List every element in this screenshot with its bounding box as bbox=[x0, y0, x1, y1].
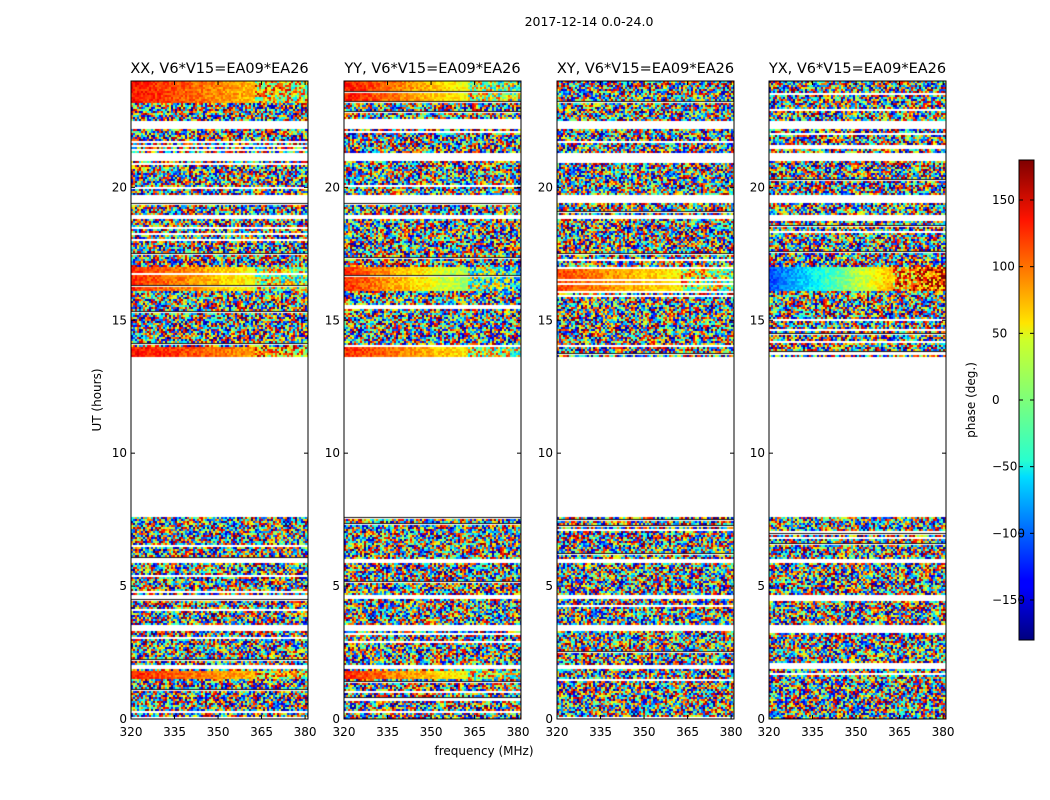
x-tick-label: 365 bbox=[463, 725, 486, 739]
x-tick-label: 365 bbox=[676, 725, 699, 739]
y-tick-label: 5 bbox=[545, 579, 553, 593]
y-tick-label: 15 bbox=[325, 313, 340, 327]
y-tick-label: 5 bbox=[757, 579, 765, 593]
y-tick-label: 20 bbox=[112, 180, 127, 194]
panel-title: YY, V6*V15=EA09*EA26 bbox=[343, 61, 520, 77]
x-tick-label: 320 bbox=[758, 725, 781, 739]
y-tick-label: 20 bbox=[750, 180, 765, 194]
figure-title: 2017-12-14 0.0-24.0 bbox=[525, 14, 654, 29]
y-axis-label: UT (hours) bbox=[90, 368, 104, 431]
panel-frame bbox=[556, 80, 735, 720]
panel-yy: YY, V6*V15=EA09*EA26 320 335 350 365 380 0 5 10 1… bbox=[325, 61, 530, 739]
x-tick-label: 350 bbox=[420, 725, 443, 739]
panel-frame bbox=[768, 80, 947, 720]
panel-title: XY, V6*V15=EA09*EA26 bbox=[557, 61, 734, 77]
y-tick-label: 0 bbox=[545, 712, 553, 726]
x-tick-label: 320 bbox=[120, 725, 143, 739]
y-tick-label: 15 bbox=[538, 313, 553, 327]
y-tick-label: 20 bbox=[538, 180, 553, 194]
heatmap bbox=[344, 81, 521, 719]
panel-title: XX, V6*V15=EA09*EA26 bbox=[130, 61, 308, 77]
colorbar-tick-label: −50 bbox=[992, 460, 1017, 474]
x-tick-label: 380 bbox=[294, 725, 317, 739]
colorbar-label: phase (deg.) bbox=[964, 362, 978, 438]
x-tick-label: 335 bbox=[376, 725, 399, 739]
y-tick-label: 10 bbox=[325, 446, 340, 460]
colorbar-tick-label: 100 bbox=[992, 260, 1015, 274]
x-tick-label: 320 bbox=[333, 725, 356, 739]
panels: XX, V6*V15=EA09*EA26 320 335 350 365 380 0 5 10 1… bbox=[112, 61, 955, 739]
heatmap bbox=[557, 81, 734, 719]
x-tick-label: 335 bbox=[163, 725, 186, 739]
panel-xx: XX, V6*V15=EA09*EA26 320 335 350 365 380 0 5 10 1… bbox=[112, 61, 317, 739]
y-tick-label: 5 bbox=[119, 579, 127, 593]
panel-yx: YX, V6*V15=EA09*EA26 320 335 350 365 380 0 5 10 1… bbox=[750, 61, 955, 739]
y-tick-label: 10 bbox=[538, 446, 553, 460]
heatmap bbox=[131, 81, 308, 719]
colorbar-tick-label: −100 bbox=[992, 526, 1025, 540]
y-tick-label: 5 bbox=[332, 579, 340, 593]
panel-frame bbox=[130, 80, 309, 720]
x-tick-label: 320 bbox=[546, 725, 569, 739]
x-tick-label: 365 bbox=[250, 725, 273, 739]
x-tick-label: 380 bbox=[932, 725, 955, 739]
heatmap bbox=[769, 81, 946, 719]
colorbar-tick-label: −150 bbox=[992, 593, 1025, 607]
panel-frame bbox=[343, 80, 522, 720]
y-tick-label: 15 bbox=[112, 313, 127, 327]
y-tick-label: 10 bbox=[750, 446, 765, 460]
y-tick-label: 10 bbox=[112, 446, 127, 460]
x-tick-label: 335 bbox=[801, 725, 824, 739]
colorbar-ticks: −150 −100 −50 0 50 100 150 bbox=[992, 193, 1034, 607]
x-tick-label: 335 bbox=[589, 725, 612, 739]
colorbar-tick-label: 50 bbox=[992, 326, 1007, 340]
y-tick-label: 0 bbox=[757, 712, 765, 726]
x-tick-label: 350 bbox=[633, 725, 656, 739]
y-tick-label: 0 bbox=[119, 712, 127, 726]
colorbar-tick-label: 150 bbox=[992, 193, 1015, 207]
x-tick-label: 365 bbox=[888, 725, 911, 739]
y-tick-label: 0 bbox=[332, 712, 340, 726]
colorbar-tick-label: 0 bbox=[992, 393, 1000, 407]
x-axis-label: frequency (MHz) bbox=[434, 744, 533, 758]
y-tick-label: 20 bbox=[325, 180, 340, 194]
x-tick-label: 380 bbox=[720, 725, 743, 739]
x-tick-label: 350 bbox=[207, 725, 230, 739]
panel-xy: XY, V6*V15=EA09*EA26 320 335 350 365 380 0 5 10 1… bbox=[538, 61, 743, 739]
colorbar: −150 −100 −50 0 50 100 150 phase (deg.) bbox=[964, 159, 1035, 641]
y-tick-label: 15 bbox=[750, 313, 765, 327]
x-tick-label: 380 bbox=[507, 725, 530, 739]
x-tick-label: 350 bbox=[845, 725, 868, 739]
panel-title: YX, V6*V15=EA09*EA26 bbox=[768, 61, 946, 77]
